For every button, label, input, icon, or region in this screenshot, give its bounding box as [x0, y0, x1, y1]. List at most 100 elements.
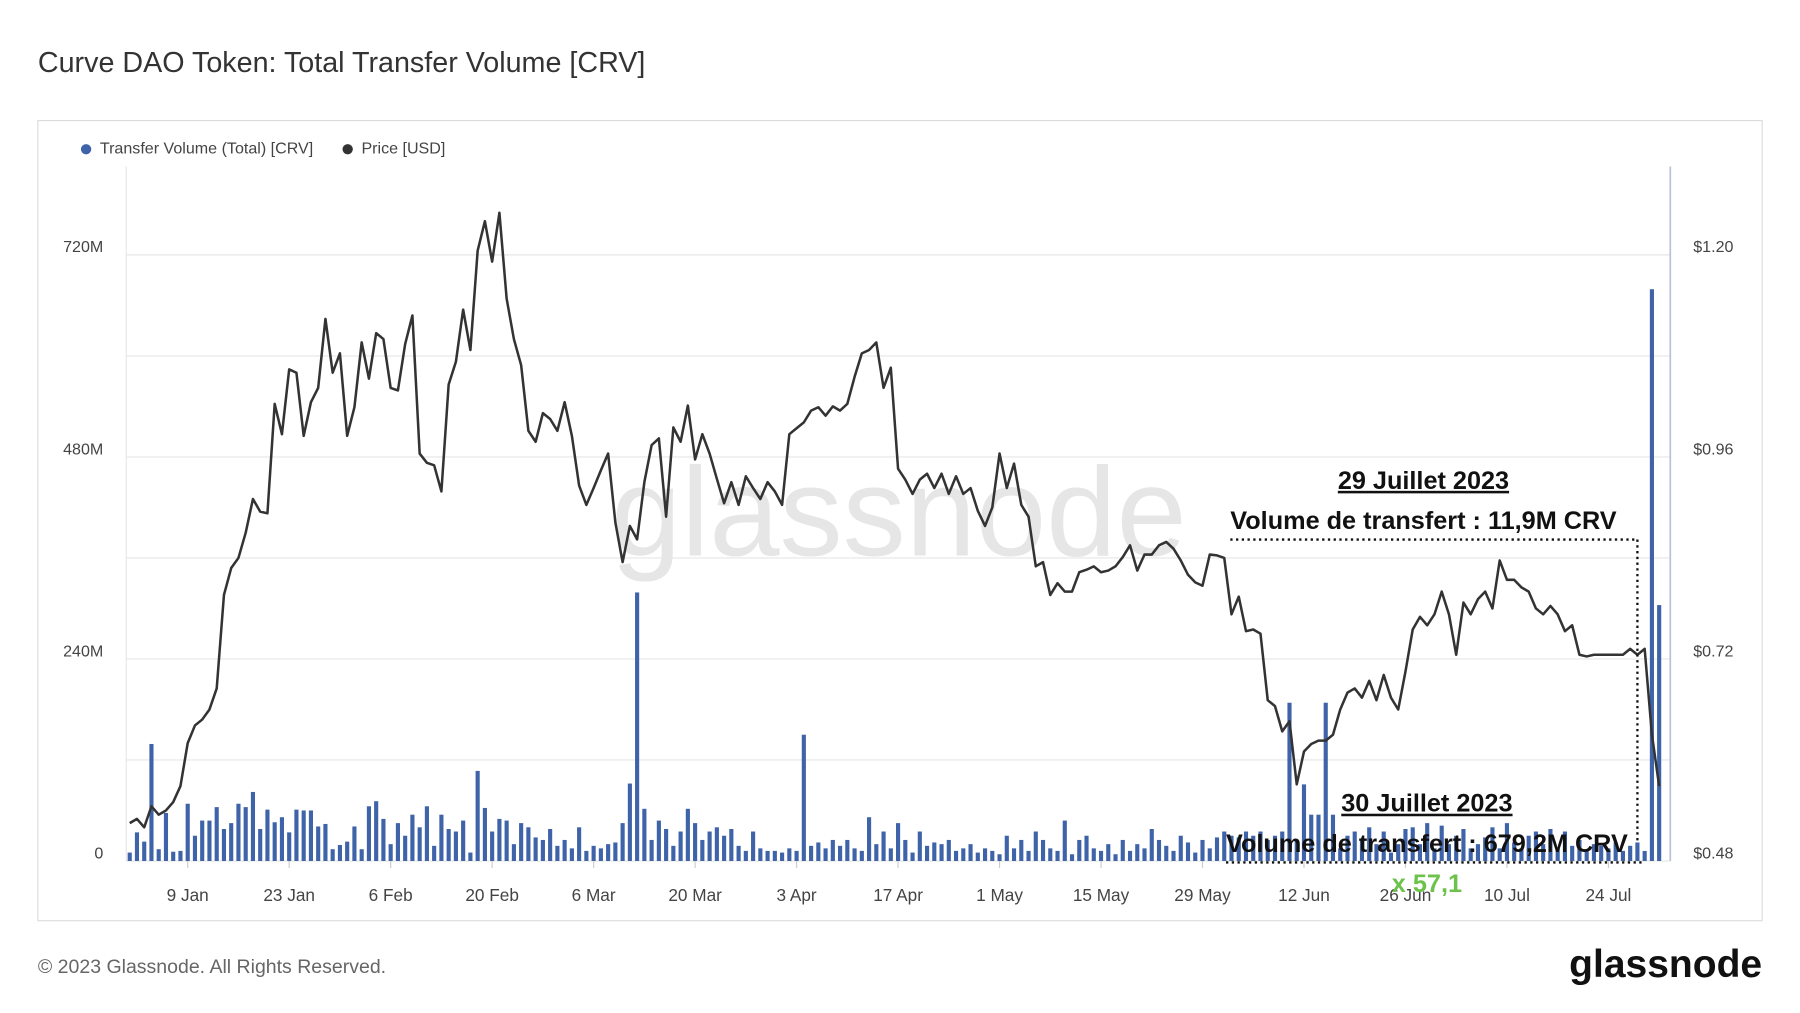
- bar: [1432, 848, 1437, 861]
- x-tick-label: 9 Jan: [167, 885, 209, 905]
- bar: [1011, 848, 1017, 861]
- bar: [1635, 842, 1640, 861]
- x-tick-label: 10 Jul: [1484, 885, 1530, 905]
- bar: [1381, 831, 1386, 861]
- bar: [598, 848, 603, 861]
- bar: [366, 806, 371, 861]
- bar: [729, 829, 734, 861]
- bar: [1577, 839, 1582, 861]
- bar: [881, 831, 886, 861]
- bar: [1200, 839, 1205, 861]
- bar: [1490, 827, 1495, 861]
- bar: [301, 810, 306, 861]
- x-tick-label: 23 Jan: [263, 885, 315, 905]
- bar: [1533, 831, 1539, 861]
- bar: [185, 803, 190, 861]
- bar: [809, 845, 814, 861]
- bar: [910, 852, 915, 861]
- bar: [403, 835, 408, 861]
- bar: [243, 807, 248, 861]
- bar: [1359, 839, 1365, 861]
- bar: [1446, 844, 1452, 861]
- bar: [1062, 820, 1067, 861]
- bar: [1367, 827, 1372, 861]
- bar: [780, 852, 785, 861]
- bar: [388, 844, 393, 861]
- bar: [620, 823, 625, 861]
- bar: [178, 850, 183, 861]
- bar: [1207, 848, 1212, 861]
- price-line: [129, 211, 1661, 829]
- copyright: © 2023 Glassnode. All Rights Reserved.: [38, 956, 386, 978]
- bar: [1403, 829, 1408, 861]
- bar: [584, 850, 589, 861]
- bar: [1483, 837, 1488, 861]
- bar: [874, 844, 879, 861]
- bar: [221, 829, 227, 861]
- bar: [1106, 844, 1111, 861]
- bar: [787, 848, 792, 861]
- bar: [685, 808, 690, 861]
- bar: [1657, 605, 1662, 861]
- bar: [1519, 848, 1524, 861]
- bar: [540, 839, 545, 861]
- bar: [511, 844, 516, 861]
- bar: [722, 835, 727, 861]
- bar: [229, 823, 234, 861]
- bar: [1468, 848, 1473, 861]
- bar: [374, 801, 379, 861]
- bar: [816, 842, 821, 861]
- bar: [1142, 848, 1147, 861]
- bar: [192, 835, 198, 861]
- bar: [736, 845, 741, 861]
- bar: [468, 852, 473, 861]
- x-tick-label: 12 Jun: [1278, 885, 1330, 905]
- bar: [794, 850, 799, 861]
- bar: [765, 850, 770, 861]
- bar: [475, 770, 480, 861]
- bar: [1570, 845, 1575, 861]
- bar: [1541, 844, 1546, 861]
- bar: [1236, 837, 1241, 861]
- bar: [316, 826, 321, 861]
- bar: [1461, 829, 1466, 861]
- bar: [294, 809, 299, 861]
- bar: [453, 831, 458, 861]
- bar: [1410, 827, 1415, 861]
- bar: [939, 844, 944, 861]
- bar: [635, 592, 640, 861]
- bar: [1642, 850, 1647, 861]
- bar: [1396, 844, 1401, 861]
- bar: [1222, 831, 1227, 861]
- bar: [888, 848, 893, 861]
- bar: [917, 831, 922, 861]
- bar: [953, 850, 959, 861]
- bar: [555, 845, 560, 861]
- x-tick-label: 15 May: [1073, 885, 1130, 905]
- bar: [417, 827, 422, 861]
- bar: [895, 823, 901, 861]
- bar: [236, 803, 241, 861]
- bar: [337, 844, 342, 861]
- bar: [1454, 835, 1459, 861]
- bar: [1620, 850, 1625, 861]
- bar: [1280, 831, 1285, 861]
- bar: [1214, 837, 1220, 861]
- bar: [519, 823, 524, 861]
- bar: [714, 827, 719, 861]
- bar: [381, 818, 386, 861]
- bar: [1156, 839, 1162, 861]
- bar: [613, 842, 618, 861]
- bar: [1193, 852, 1198, 861]
- bar: [1613, 842, 1618, 861]
- bar: [1374, 844, 1379, 861]
- bar: [1338, 848, 1343, 861]
- bar: [830, 839, 835, 861]
- bar: [867, 817, 872, 861]
- bar: [1526, 835, 1531, 861]
- y-tick-label: 480M: [63, 440, 103, 458]
- x-tick-label: 26 Jun: [1380, 885, 1432, 905]
- bar: [1309, 814, 1314, 861]
- bar: [1287, 702, 1292, 861]
